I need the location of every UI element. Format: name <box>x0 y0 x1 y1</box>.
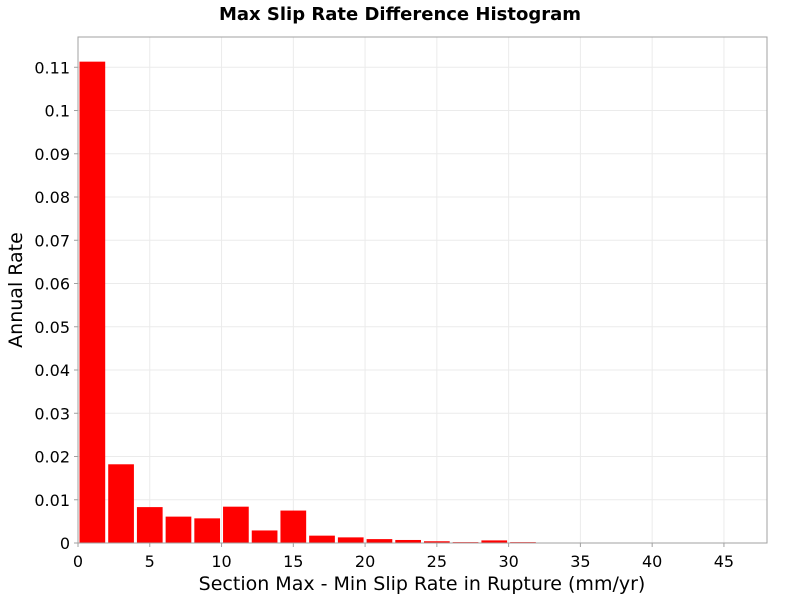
histogram-bar <box>136 507 163 543</box>
histogram-bar <box>165 516 192 543</box>
x-tick-label: 15 <box>283 552 303 571</box>
x-tick-label: 10 <box>211 552 231 571</box>
histogram-bar <box>337 537 364 543</box>
y-tick-label: 0.04 <box>34 361 70 380</box>
x-axis-label: Section Max - Min Slip Rate in Rupture (… <box>199 573 646 595</box>
y-tick-label: 0.01 <box>34 491 70 510</box>
y-tick-label: 0.03 <box>34 404 70 423</box>
x-tick-label: 40 <box>642 552 662 571</box>
x-tick-label: 30 <box>498 552 518 571</box>
y-tick-label: 0.02 <box>34 448 70 467</box>
x-axis-ticks: 0 5 10 15 20 25 30 35 40 45 <box>73 543 734 571</box>
histogram-bar <box>395 539 421 543</box>
grid-lines <box>77 37 767 544</box>
histogram-bar <box>309 535 335 543</box>
histogram-bar <box>481 540 508 543</box>
histogram-bar <box>251 530 278 543</box>
x-tick-label: 20 <box>355 552 375 571</box>
histogram-bar <box>79 61 106 544</box>
histogram-bar <box>194 518 221 543</box>
x-tick-label: 45 <box>714 552 734 571</box>
y-tick-label: 0.07 <box>34 231 70 250</box>
x-tick-label: 5 <box>145 552 155 571</box>
y-tick-label: 0.09 <box>34 145 70 164</box>
y-axis-ticks: 0 0.01 0.02 0.03 0.04 0.05 0.06 0.07 0.08 0.09 0.1… <box>34 58 78 553</box>
x-tick-label: 25 <box>427 552 447 571</box>
bars <box>79 61 766 544</box>
y-axis-label: Annual Rate <box>5 232 27 348</box>
x-tick-label: 0 <box>73 552 83 571</box>
y-tick-label: 0.1 <box>45 102 70 121</box>
x-tick-label: 35 <box>570 552 590 571</box>
histogram-bar <box>223 506 249 543</box>
y-tick-label: 0.05 <box>34 318 70 337</box>
plot-frame <box>77 36 768 544</box>
histogram-bar <box>280 510 307 543</box>
y-tick-label: 0.06 <box>34 275 70 294</box>
histogram-bar <box>424 541 450 543</box>
histogram-bar <box>108 464 134 543</box>
y-tick-label: 0 <box>60 534 70 553</box>
chart-title: Max Slip Rate Difference Histogram <box>219 4 581 25</box>
y-tick-label: 0.08 <box>34 188 70 207</box>
histogram-bar <box>366 539 393 543</box>
y-tick-label: 0.11 <box>34 58 70 77</box>
